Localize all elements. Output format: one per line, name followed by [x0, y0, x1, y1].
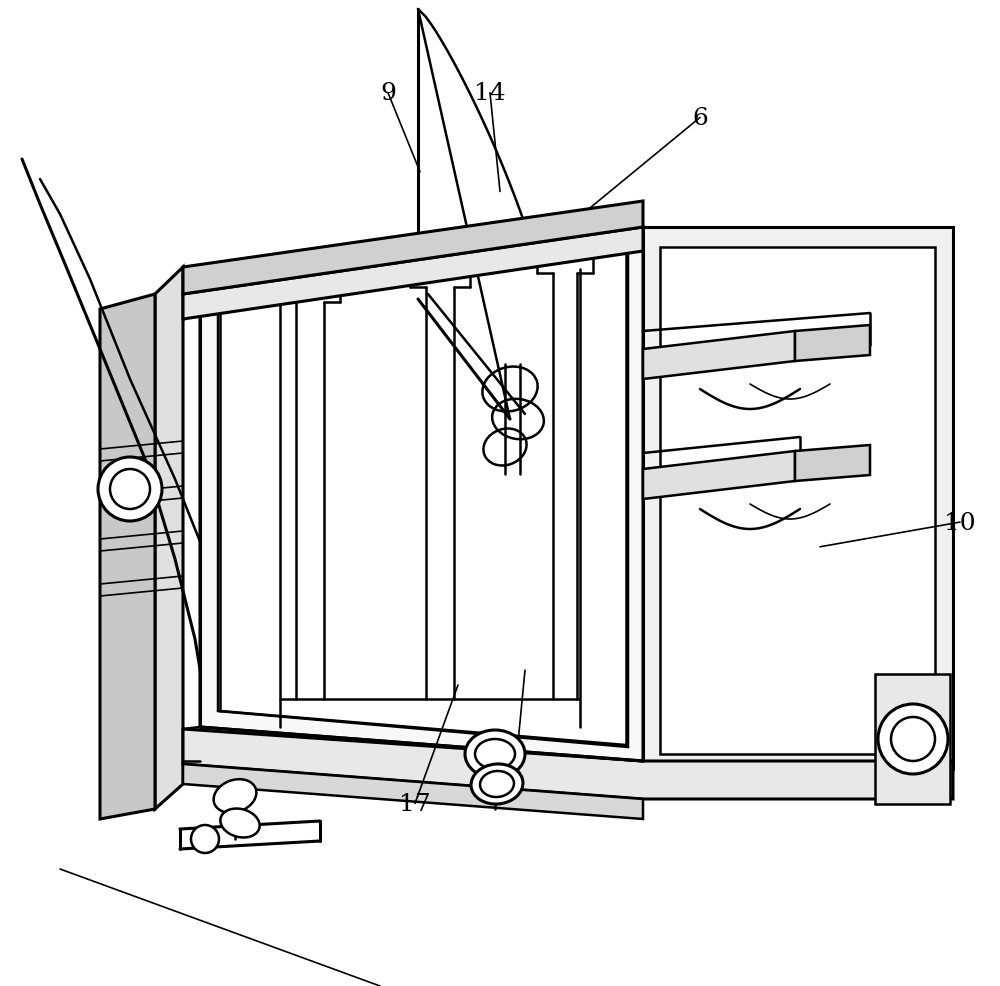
Circle shape [98, 458, 162, 522]
Polygon shape [183, 228, 643, 319]
Polygon shape [183, 764, 643, 819]
Polygon shape [643, 228, 953, 769]
Polygon shape [100, 295, 155, 819]
Text: 9: 9 [380, 82, 396, 106]
Ellipse shape [220, 809, 260, 838]
Ellipse shape [465, 731, 525, 778]
Polygon shape [183, 730, 953, 800]
Text: 6: 6 [692, 106, 708, 130]
Polygon shape [200, 228, 643, 761]
Polygon shape [183, 202, 643, 295]
Ellipse shape [471, 764, 523, 805]
Text: 5: 5 [507, 762, 523, 786]
Polygon shape [875, 674, 950, 805]
Text: 17: 17 [399, 792, 431, 815]
Circle shape [878, 704, 948, 774]
Polygon shape [218, 245, 628, 747]
Polygon shape [643, 331, 795, 380]
Polygon shape [795, 446, 870, 481]
Circle shape [191, 825, 219, 853]
Ellipse shape [214, 779, 256, 813]
Polygon shape [643, 452, 795, 500]
Polygon shape [795, 325, 870, 362]
Text: 14: 14 [474, 82, 506, 106]
Text: 10: 10 [944, 511, 976, 534]
Polygon shape [155, 268, 183, 810]
Polygon shape [660, 247, 935, 754]
